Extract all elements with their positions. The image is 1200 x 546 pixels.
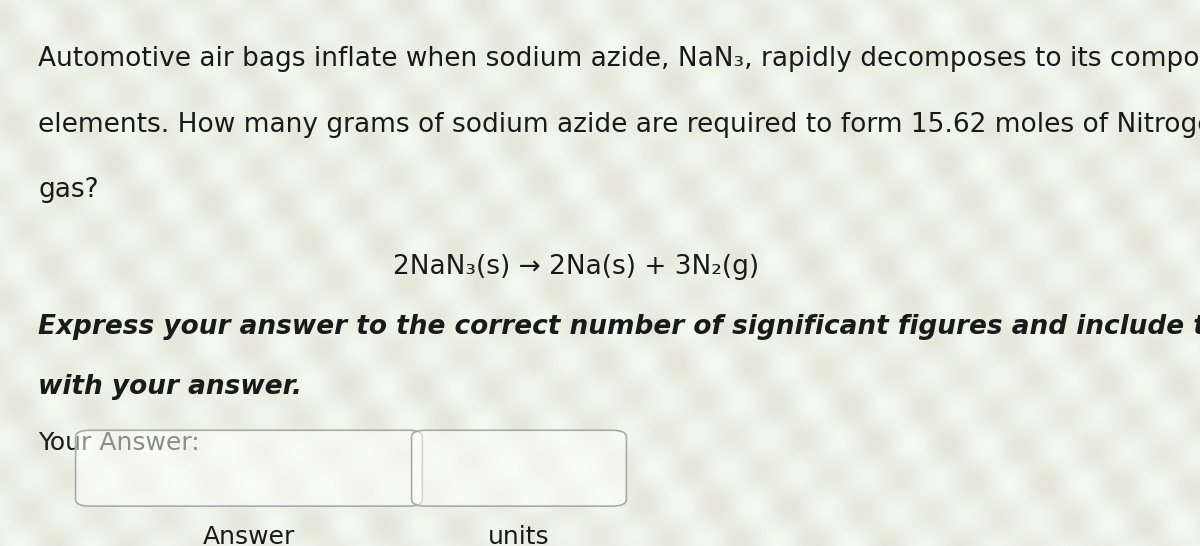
- Text: with your answer.: with your answer.: [38, 374, 302, 400]
- Text: Express your answer to the correct number of significant figures and include the: Express your answer to the correct numbe…: [38, 314, 1200, 340]
- Text: elements. How many grams of sodium azide are required to form 15.62 moles of Nit: elements. How many grams of sodium azide…: [38, 112, 1200, 138]
- Text: 2NaN₃(s) → 2Na(s) + 3N₂(g): 2NaN₃(s) → 2Na(s) + 3N₂(g): [392, 254, 760, 280]
- Text: Automotive air bags inflate when sodium azide, NaN₃, rapidly decomposes to its c: Automotive air bags inflate when sodium …: [38, 46, 1200, 73]
- Text: Your Answer:: Your Answer:: [38, 431, 200, 455]
- FancyBboxPatch shape: [412, 430, 626, 506]
- Text: gas?: gas?: [38, 177, 100, 204]
- FancyBboxPatch shape: [76, 430, 422, 506]
- Text: units: units: [488, 525, 550, 546]
- Text: Answer: Answer: [203, 525, 295, 546]
